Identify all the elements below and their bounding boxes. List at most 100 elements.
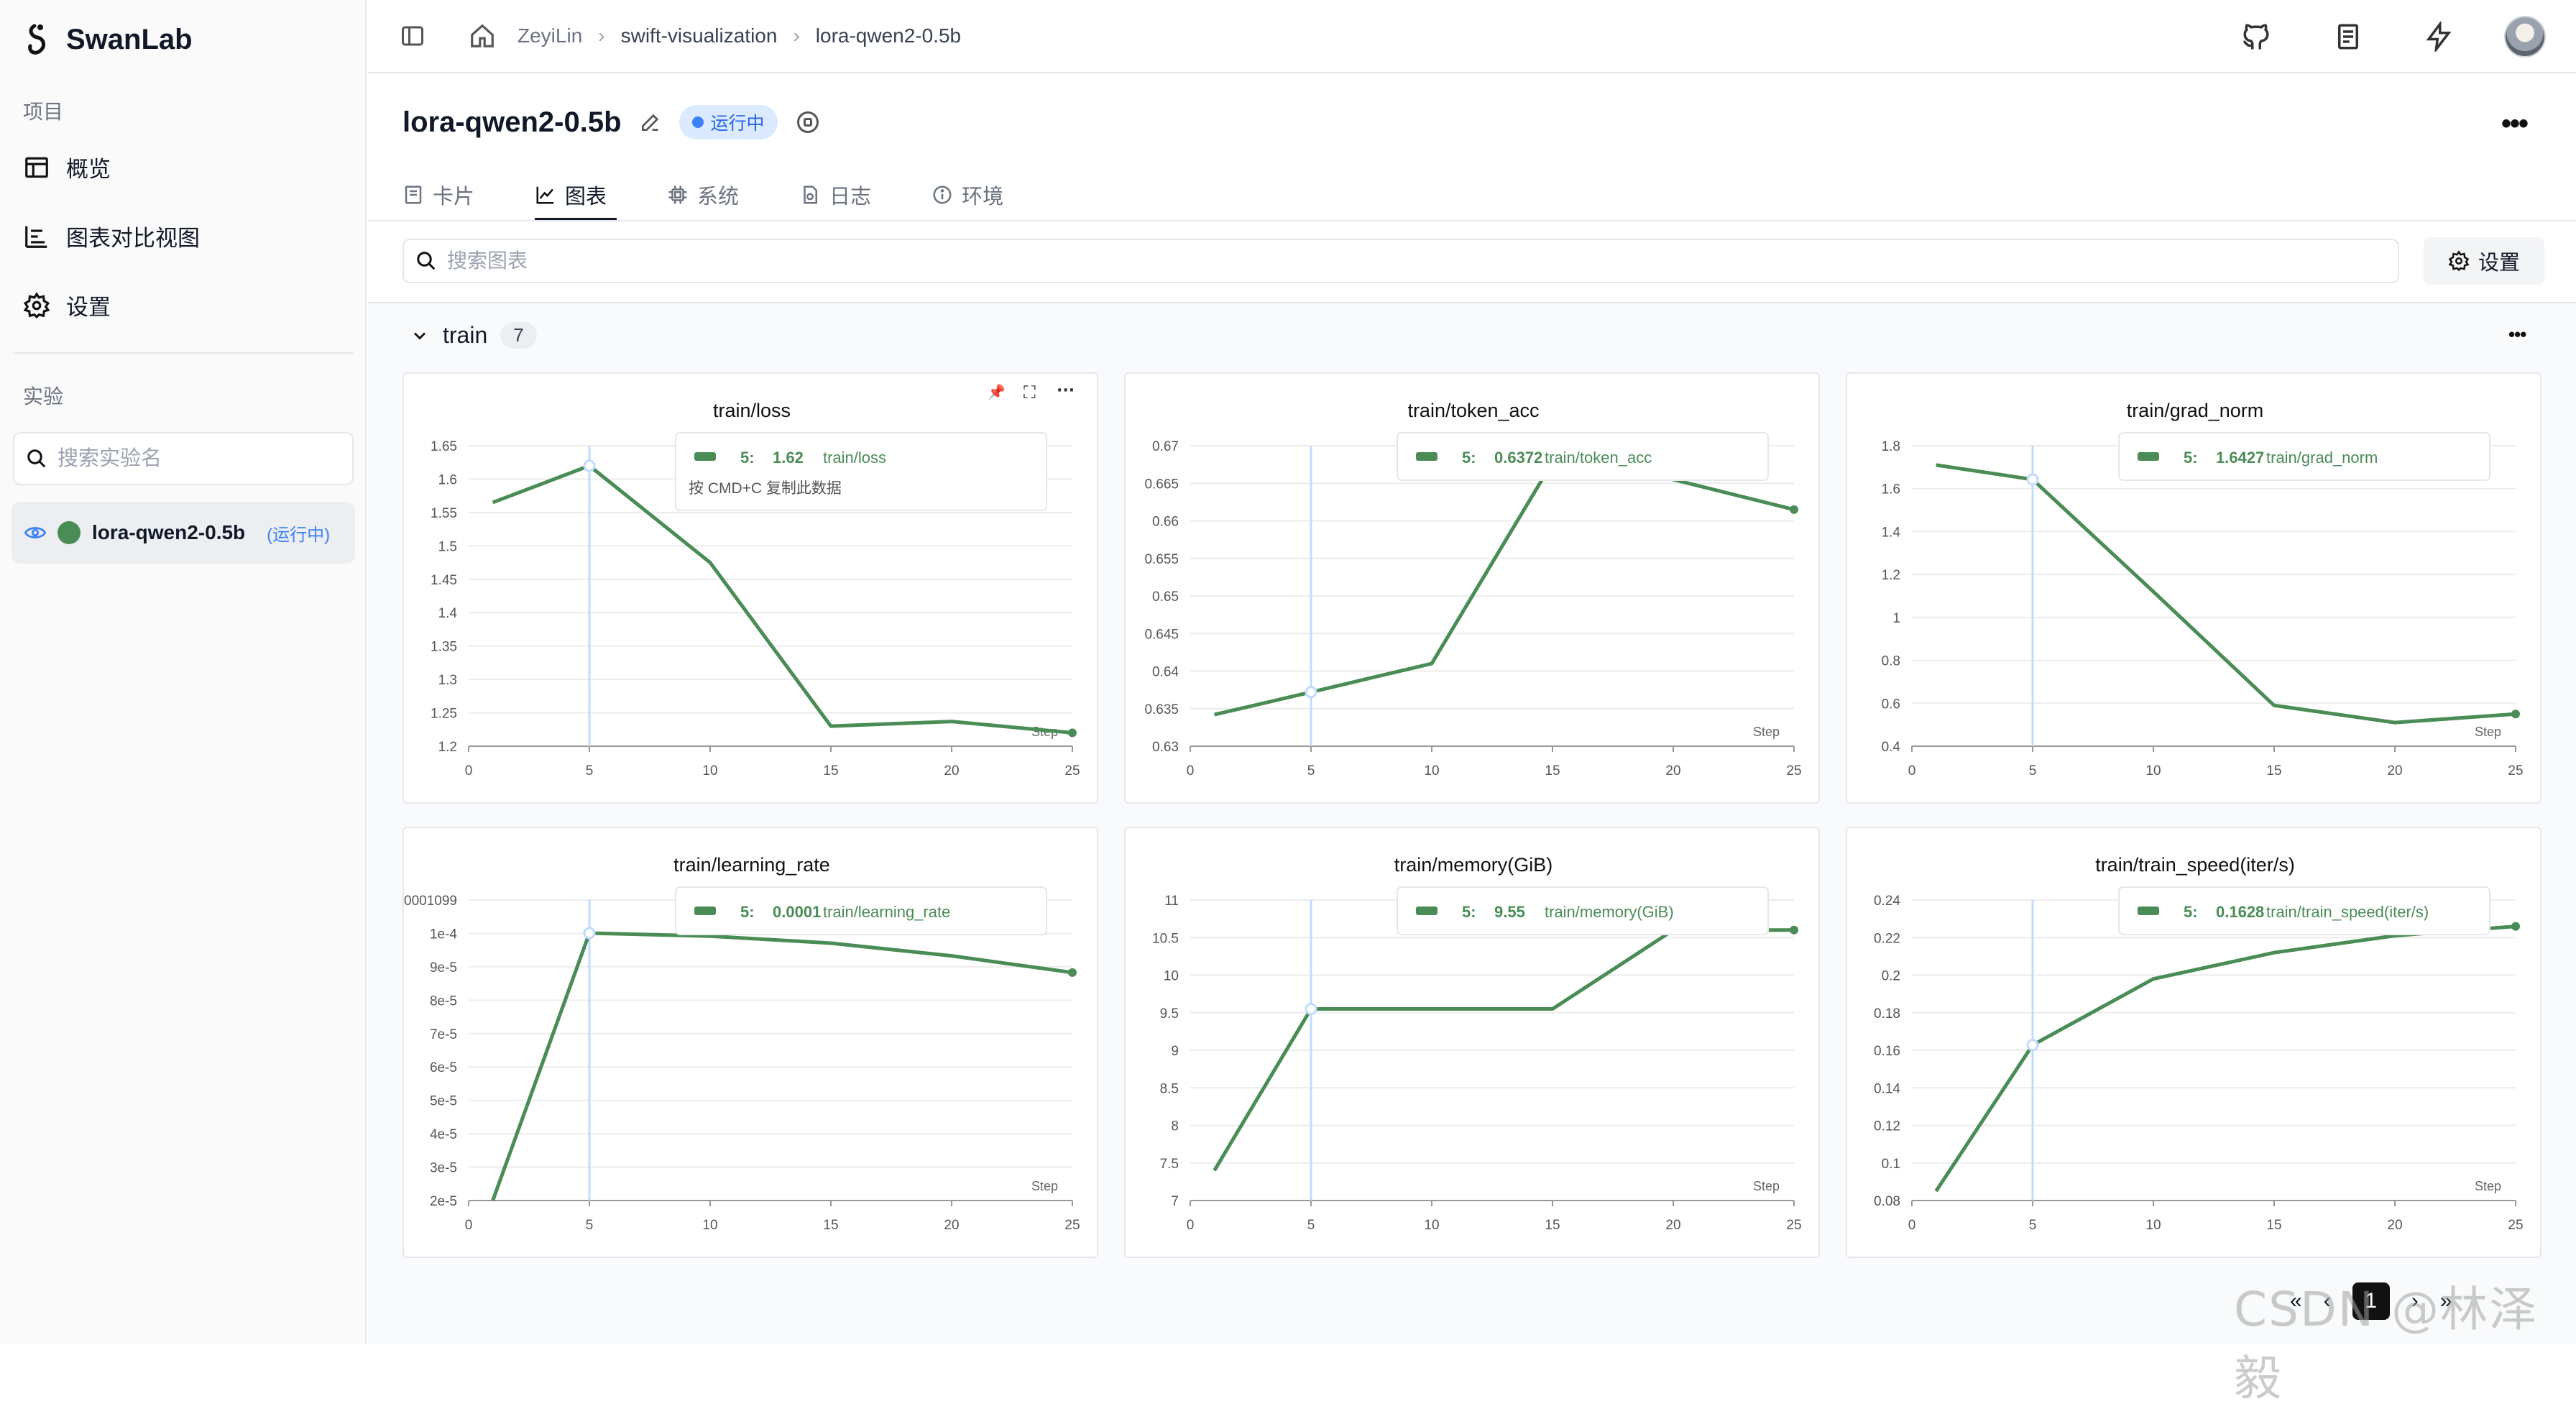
- x-tick-label: 5: [2029, 1218, 2037, 1233]
- tab-logs-label: 日志: [829, 185, 872, 208]
- next-page-icon[interactable]: ›: [2411, 1289, 2419, 1313]
- chart-group-header[interactable]: train 7: [410, 322, 537, 349]
- chart-panel-grad-norm[interactable]: train/grad_norm 0.4 0.6 0.8 1 1.2 1.4 1.6 1.8 0 5 1…: [1846, 372, 2542, 804]
- stop-icon[interactable]: [795, 109, 821, 135]
- experiments-section-label: 实验: [23, 385, 64, 408]
- x-tick-label: 5: [586, 1218, 594, 1233]
- search-icon: [417, 252, 436, 270]
- y-tick-label: 5e-5: [430, 1094, 457, 1109]
- experiment-color-dot[interactable]: [58, 521, 80, 544]
- tab-logs[interactable]: 日志: [799, 170, 871, 220]
- tooltip-step: 5:: [2184, 449, 2198, 467]
- home-icon[interactable]: [469, 22, 496, 50]
- last-point: [2511, 922, 2520, 931]
- github-icon[interactable]: [2241, 22, 2271, 52]
- x-axis-label: Step: [1031, 1179, 1058, 1193]
- line-chart: train/memory(GiB) 7 7.5 8 8.5 9 9.5 10 10.5 11 0 5 1…: [1152, 854, 1802, 1233]
- chart-title: train/loss: [713, 400, 791, 421]
- line-chart-icon: [536, 186, 554, 204]
- tooltip: [1397, 432, 1769, 481]
- lightning-icon[interactable]: [2424, 22, 2454, 52]
- y-tick-label: 2e-5: [430, 1194, 457, 1209]
- y-tick-label: 1.3: [438, 673, 457, 688]
- app-name: SwanLab: [66, 23, 193, 55]
- tab-environment[interactable]: 环境: [932, 170, 1003, 220]
- x-tick-label: 15: [1545, 763, 1560, 779]
- chart-title: train/learning_rate: [673, 854, 830, 876]
- last-point: [1790, 505, 1798, 514]
- experiment-search[interactable]: [13, 432, 354, 485]
- chart-panel-memory[interactable]: train/memory(GiB) 7 7.5 8 8.5 9 9.5 10 10.5 11 0 5 1…: [1124, 827, 1820, 1258]
- chart-search-input[interactable]: [447, 249, 2316, 272]
- experiment-status: (运行中): [267, 525, 331, 545]
- edit-icon[interactable]: [639, 111, 662, 134]
- x-tick-label: 0: [1908, 1218, 1916, 1233]
- breadcrumb-owner[interactable]: ZeyiLin: [518, 24, 583, 47]
- tab-cards[interactable]: 卡片: [402, 170, 474, 220]
- avatar[interactable]: [2504, 16, 2546, 58]
- sidebar-toggle-icon[interactable]: [400, 23, 426, 49]
- current-page[interactable]: 1: [2352, 1282, 2390, 1320]
- tooltip: [2118, 886, 2490, 935]
- more-icon: ···: [1057, 382, 1075, 400]
- table-icon: [25, 157, 48, 178]
- tab-charts[interactable]: 图表: [535, 170, 617, 221]
- top-bar: ZeyiLin › swift-visualization › lora-qwe…: [368, 0, 2576, 73]
- y-tick-label: 0.655: [1144, 552, 1179, 567]
- y-tick-label: 1.8: [1882, 439, 1900, 454]
- last-page-icon[interactable]: »: [2439, 1289, 2452, 1313]
- y-tick-label: 1: [1892, 611, 1900, 626]
- x-tick-label: 5: [2029, 763, 2037, 779]
- series-line: [1214, 460, 1795, 717]
- y-tick-label: 1.25: [431, 707, 457, 722]
- nav-overview[interactable]: 概览: [23, 151, 111, 183]
- y-tick-label: 11: [1164, 894, 1179, 909]
- eye-icon[interactable]: [24, 522, 46, 543]
- breadcrumb-project[interactable]: swift-visualization: [620, 24, 778, 47]
- group-more-icon[interactable]: •••: [2508, 323, 2526, 345]
- chart-panel-learning-rate[interactable]: train/learning_rate 2e-5 3e-5 4e-5 5e-5 6e-5 7…: [402, 827, 1098, 1258]
- tooltip-swatch: [694, 452, 716, 461]
- search-icon: [27, 449, 46, 468]
- y-tick-label: 1.5: [438, 539, 457, 554]
- tooltip-swatch: [694, 907, 716, 915]
- tooltip-step: 5:: [740, 903, 755, 921]
- y-tick-label: 0.0001099: [404, 894, 457, 909]
- y-tick-label: 0.645: [1144, 627, 1179, 642]
- y-tick-label: 0.08: [1874, 1194, 1900, 1209]
- tooltip-series-name: train/loss: [823, 449, 886, 467]
- line-chart: train/loss 1.2 1.25 1.3 1.35 1.4 1.45 1.5 1.55 1.…: [431, 382, 1080, 779]
- y-tick-label: 1.6: [438, 472, 457, 487]
- last-point: [1068, 968, 1077, 977]
- experiment-item[interactable]: lora-qwen2-0.5b (运行中): [12, 502, 355, 564]
- chart-panel-token-acc[interactable]: train/token_acc 0.63 0.635 0.64 0.645 0.65 0.6…: [1124, 372, 1820, 804]
- watermark: CSDN @林泽毅: [2234, 1282, 2539, 1406]
- docs-icon[interactable]: [2333, 22, 2363, 52]
- more-options-icon[interactable]: •••: [2501, 108, 2529, 139]
- y-tick-label: 0.8: [1882, 654, 1900, 669]
- pagination: « ‹ 1 › »: [2290, 1281, 2473, 1321]
- x-tick-label: 0: [465, 1218, 473, 1233]
- chart-group-count: 7: [500, 322, 537, 349]
- breadcrumb-run[interactable]: lora-qwen2-0.5b: [815, 24, 962, 47]
- first-page-icon[interactable]: «: [2290, 1289, 2302, 1313]
- chart-settings-button[interactable]: 设置: [2424, 237, 2544, 285]
- tab-system[interactable]: 系统: [667, 170, 739, 220]
- x-tick-label: 15: [2266, 1218, 2281, 1233]
- logo[interactable]: SwanLab: [24, 22, 193, 58]
- chart-search[interactable]: [402, 239, 2399, 283]
- x-tick-label: 10: [2145, 1218, 2161, 1233]
- experiment-search-input[interactable]: [58, 446, 345, 471]
- nav-settings[interactable]: 设置: [23, 289, 111, 321]
- nav-chart-compare[interactable]: 图表对比视图: [23, 220, 200, 252]
- tooltip: [675, 432, 1047, 511]
- chart-panel-loss[interactable]: train/loss 1.2 1.25 1.3 1.35 1.4 1.45 1.5 1.55 1.…: [402, 372, 1098, 804]
- tooltip-step: 5:: [2184, 903, 2198, 921]
- tab-environment-label: 环境: [962, 185, 1004, 208]
- prev-page-icon[interactable]: ‹: [2323, 1289, 2331, 1313]
- gear-icon: [23, 291, 50, 318]
- chart-panel-train-speed[interactable]: train/train_speed(iter/s) 0.08 0.1 0.12 0.14…: [1846, 827, 2542, 1258]
- tooltip: [2118, 432, 2490, 481]
- tooltip-series-name: train/grad_norm: [2266, 449, 2378, 467]
- chevron-down-icon[interactable]: [410, 326, 430, 346]
